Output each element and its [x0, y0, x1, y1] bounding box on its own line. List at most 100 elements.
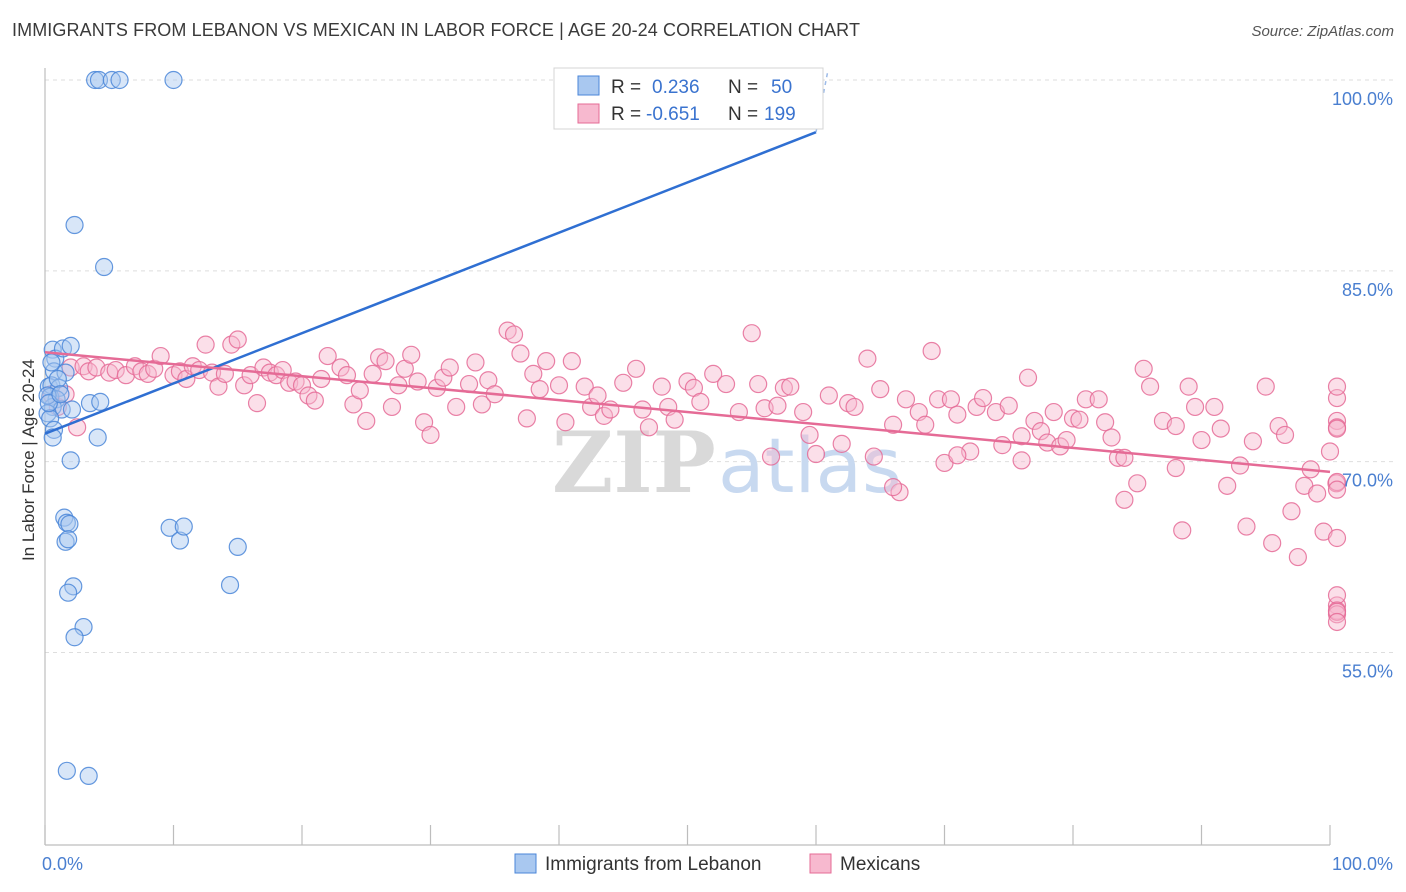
mexicans-point [883, 478, 903, 497]
lebanon-point [48, 369, 67, 389]
legend-swatch-lebanon [514, 853, 537, 874]
mexicans-point [704, 364, 723, 383]
mexicans-point [524, 364, 543, 383]
mexicans-point [1102, 428, 1121, 447]
mexicans-point [665, 410, 684, 429]
chart-title: IMMIGRANTS FROM LEBANON VS MEXICAN IN LA… [12, 20, 861, 40]
mexicans-point [1185, 397, 1205, 417]
mexicans-point [948, 405, 967, 424]
mexicans-point [1025, 411, 1044, 431]
x-tick-labels: 0.0% 100.0% [42, 854, 1393, 874]
mexicans-point [800, 425, 819, 445]
stats-r-value-mexicans: -0.651 [646, 104, 700, 125]
lebanon-point [228, 537, 247, 557]
mexicans-point [819, 386, 838, 405]
mexicans-point [575, 377, 594, 396]
trend-line-lebanon [44, 130, 817, 435]
mexicans-point [588, 386, 607, 405]
mexicans-point [537, 352, 556, 371]
mexicans-point [973, 388, 993, 408]
mexicans-point [1089, 390, 1108, 409]
mexicans-point [434, 368, 453, 387]
lebanon-point [79, 766, 98, 786]
mexicans-point [1063, 409, 1083, 428]
mexicans-point [1012, 427, 1031, 446]
mexicans-point [562, 352, 581, 371]
mexicans-point [691, 392, 710, 411]
mexicans-point [864, 447, 883, 466]
lebanon-point [61, 336, 80, 355]
mexicans-point [1243, 432, 1263, 451]
mexicans-point [331, 358, 350, 377]
lebanon-point [174, 517, 193, 536]
mexicans-point [106, 360, 125, 380]
y-tick-label-1: 85.0% [1342, 280, 1393, 300]
mexicans-point [1211, 419, 1230, 438]
mexicans-point [1076, 390, 1095, 409]
mexicans-point [350, 381, 369, 400]
mexicans-point [1327, 419, 1347, 438]
trend-line-mexicans [44, 351, 1331, 474]
y-tick-label-3: 55.0% [1342, 662, 1393, 682]
mexicans-point [1166, 416, 1185, 436]
mexicans-point [999, 396, 1018, 415]
mexicans-point [1140, 377, 1160, 396]
mexicans-point [1327, 602, 1347, 621]
mexicans-point [993, 436, 1012, 455]
lebanon-point [59, 583, 78, 602]
mexicans-point [1205, 397, 1224, 417]
mexicans-point [1263, 533, 1282, 553]
lebanon-point [59, 530, 78, 549]
mexicans-point [1282, 502, 1301, 521]
mexicans-point [556, 413, 575, 432]
watermark: ZIP atlas [552, 413, 902, 512]
mexicans-point [761, 447, 781, 466]
x-tick-label-left: 0.0% [42, 854, 83, 874]
lebanon-point [74, 617, 93, 637]
mexicans-point [1327, 612, 1347, 632]
mexicans-point [421, 425, 440, 445]
mexicans-point [549, 376, 569, 395]
lebanon-point [220, 575, 240, 595]
lebanon-point [88, 428, 107, 447]
mexicans-point [363, 364, 382, 383]
mexicans-point [1237, 517, 1256, 536]
mexicans-point [749, 374, 768, 394]
trend-lines [44, 72, 1331, 474]
legend-label-mexicans: Mexicans [840, 854, 920, 875]
mexicans-point [1166, 458, 1185, 478]
mexicans-point [466, 353, 485, 372]
mexicans-point [883, 415, 903, 434]
y-axis-label: In Labor Force | Age 20-24 [19, 359, 38, 561]
mexicans-point [1269, 416, 1288, 436]
watermark-zip: ZIP [552, 413, 716, 512]
mexicans-point [1134, 359, 1153, 378]
mexicans-point [1327, 472, 1347, 492]
bottom-legend: Immigrants from Lebanon Mexicans [514, 853, 920, 875]
lebanon-point [51, 385, 70, 404]
mexicans-point [1327, 528, 1347, 548]
mexicans-point [1327, 586, 1347, 605]
mexicans-point [402, 345, 421, 364]
lebanon-point [61, 451, 80, 470]
mexicans-point [845, 397, 864, 417]
y-tick-labels: 100.0% 85.0% 70.0% 55.0% [1332, 89, 1393, 682]
mexicans-point [948, 446, 967, 465]
mexicans-point [1218, 476, 1237, 495]
stats-r-label-lebanon: R = [611, 77, 641, 98]
mexicans-point [781, 377, 800, 396]
stats-swatch-lebanon [577, 75, 600, 96]
mexicans-point [1173, 521, 1192, 540]
mexicans-point [1128, 474, 1147, 493]
lebanon-point [95, 257, 114, 277]
mexicans-point [806, 444, 826, 464]
series-mexicans-points [42, 321, 1347, 632]
mexicans-point [941, 390, 961, 409]
lebanon-point [41, 409, 60, 428]
lebanon-point [42, 353, 61, 372]
stats-n-value-mexicans: 199 [764, 104, 796, 125]
mexicans-point [916, 415, 935, 434]
mexicans-point [318, 346, 337, 366]
stats-n-label-mexicans: N = [728, 104, 758, 125]
